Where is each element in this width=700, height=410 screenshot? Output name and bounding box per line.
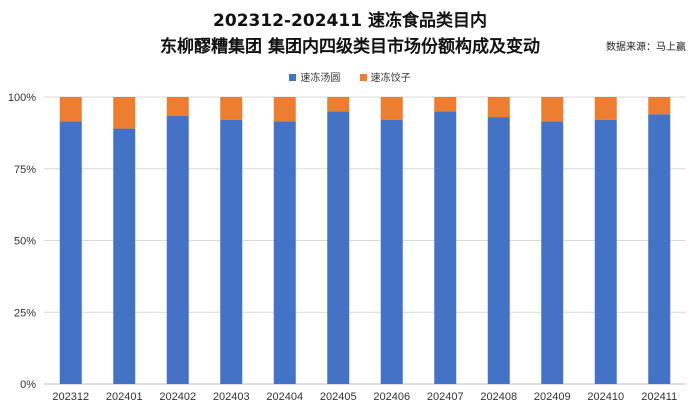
bar-segment-series-1 [273,97,296,122]
bar-segment-series-0 [273,121,296,385]
bar-segment-series-0 [487,117,510,384]
legend-item-series-0: 速冻汤圆 [289,69,340,84]
x-tick-label: 202411 [641,391,677,403]
x-tick-label: 202410 [587,391,624,403]
chart-legend: 速冻汤圆 速冻饺子 [0,69,700,84]
bar-segment-series-1 [487,97,510,118]
bar-segment-series-0 [113,128,136,384]
y-tick-label: 75% [14,164,36,176]
bar-segment-series-0 [648,114,671,384]
bar-segment-series-0 [434,111,457,384]
x-tick-label: 202408 [480,391,517,403]
bar-segment-series-1 [220,97,243,120]
x-tick-label: 202312 [52,391,89,403]
bar-segment-series-0 [380,119,403,385]
bar-segment-series-1 [380,97,403,120]
bar-segment-series-0 [166,115,189,384]
chart-title-line1: 202312-202411 速冻食品类目内 [213,11,487,31]
y-tick-label: 0% [20,379,36,391]
x-tick-label: 202401 [106,391,143,403]
bar-segment-series-1 [594,97,617,120]
x-tick-label: 202407 [427,391,464,403]
bar-segment-series-1 [166,97,189,116]
bar-segment-series-1 [113,97,136,129]
y-tick-label: 100% [8,92,36,104]
legend-label-series-0: 速冻汤圆 [300,73,341,84]
bar-segment-series-0 [327,111,350,384]
bar-segment-series-1 [648,97,671,115]
legend-item-series-1: 速冻饺子 [359,69,411,84]
bar-segment-series-1 [327,97,350,112]
y-tick-label: 25% [14,307,36,319]
bar-segment-series-0 [541,121,564,385]
legend-swatch-series-1 [359,74,367,81]
bar-segment-series-0 [59,121,82,385]
bar-segment-series-1 [59,97,82,122]
bar-segment-series-1 [434,97,457,112]
x-tick-label: 202403 [213,391,250,403]
x-tick-label: 202402 [159,391,196,403]
bar-segment-series-0 [594,119,617,385]
y-tick-label: 50% [14,236,36,248]
legend-swatch-series-0 [289,74,297,81]
legend-label-series-1: 速冻饺子 [370,73,411,84]
bar-segment-series-1 [541,97,564,122]
x-tick-label: 202404 [266,391,303,403]
bar-segment-series-0 [220,119,243,385]
x-tick-label: 202405 [320,391,357,403]
x-tick-label: 202409 [534,391,571,403]
chart-title-line2: 东柳醪糟集团 集团内四级类目市场份额构成及变动 [160,37,540,57]
x-tick-label: 202406 [373,391,410,403]
data-source-note: 数据来源：马上赢 [606,42,686,53]
